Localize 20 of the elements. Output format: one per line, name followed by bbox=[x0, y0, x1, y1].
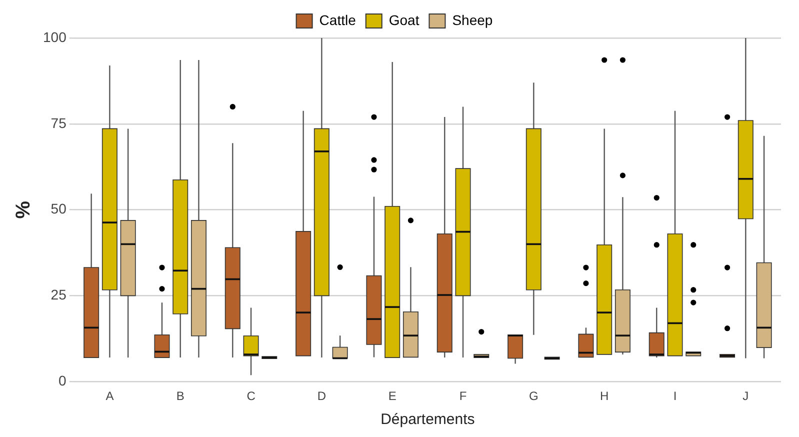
x-tick-label: D bbox=[317, 389, 326, 404]
x-axis-title: Départements bbox=[380, 411, 475, 428]
y-axis-title: % bbox=[12, 200, 35, 219]
legend-label: Sheep bbox=[452, 12, 493, 28]
x-tick-label: H bbox=[600, 389, 609, 404]
y-tick-label: 100 bbox=[43, 28, 67, 45]
x-tick-label: I bbox=[673, 389, 677, 404]
legend-label: Goat bbox=[388, 12, 420, 28]
y-tick-label: 25 bbox=[50, 286, 67, 303]
legend-label: Cattle bbox=[319, 12, 356, 28]
x-tick-label: E bbox=[388, 389, 396, 404]
x-tick-label: J bbox=[742, 389, 749, 404]
x-tick-label: A bbox=[106, 389, 114, 404]
y-tick-label: 50 bbox=[50, 200, 67, 217]
x-tick-label: C bbox=[246, 389, 256, 404]
x-tick-label: G bbox=[529, 389, 538, 404]
x-tick-label: B bbox=[176, 389, 184, 404]
y-tick-label: 75 bbox=[50, 114, 67, 131]
x-tick-label: F bbox=[459, 389, 467, 404]
y-tick-label: 0 bbox=[58, 372, 67, 388]
